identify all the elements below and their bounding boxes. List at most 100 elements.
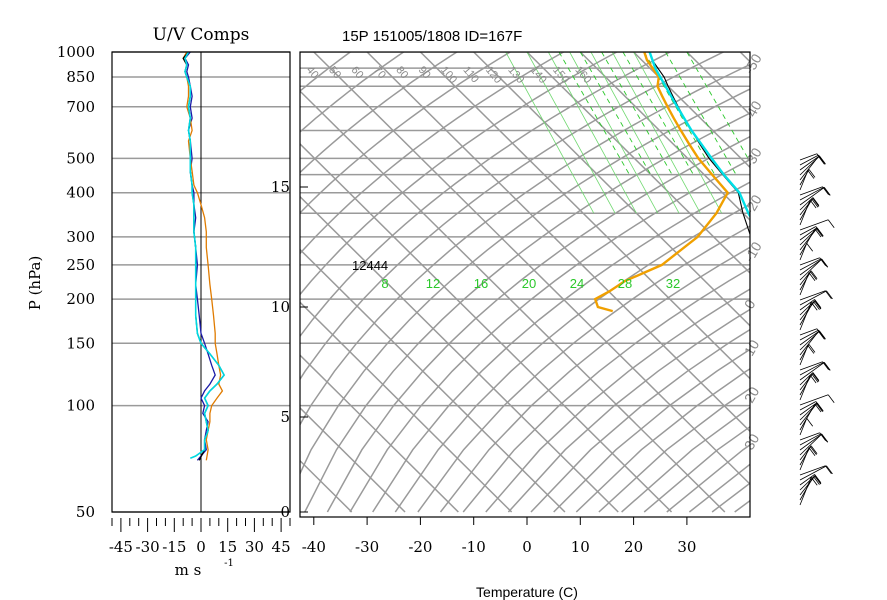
y-axis-label: P (hPa) [26,256,44,311]
uv-y-tick-label: 200 [66,290,95,308]
dry-adiabat [300,52,352,92]
mixing-ratio-line [590,52,680,214]
height-tick-label: 15 [271,178,290,196]
isotherm [526,52,750,274]
skewt-title: 15P 151005/1808 ID=167F [342,28,522,45]
wind-barb-flag [813,476,820,485]
wind-barb [799,228,817,251]
wind-barb-flag [812,373,820,382]
skewt-x-tick-label: -30 [355,538,379,556]
uv-y-tick-labels: 50 100 150 200 250 300 400 500 700 850 1000 [57,43,95,521]
isotherm [313,52,750,486]
wind-barb [799,477,812,506]
isotherm [473,52,750,327]
wind-barb [799,418,808,436]
dry-adiabat [300,52,405,133]
wind-barb [799,372,814,386]
mixing-ratio-label: 24 [570,276,584,291]
wind-barb [799,345,809,366]
mixing-ratio-labels: 8 12 16 20 24 28 32 [381,276,680,291]
wind-barb [799,374,811,401]
dry-adiabat [326,135,750,513]
level-height-label: 12444 [352,258,388,273]
wind-barb-flag [821,258,828,268]
wind-barb [799,361,823,371]
wind-barb [799,433,822,446]
theta-label: 60 [349,64,366,81]
dry-adiabat [757,45,887,513]
dry-adiabat [300,52,726,381]
wind-barb-flag [818,331,825,340]
uv-series-line [184,51,226,459]
isotherm [419,52,750,380]
x-axis-label: Temperature (C) [476,584,578,600]
wind-barb-flag [816,228,824,237]
wind-barb [799,446,811,466]
wind-barb [799,447,810,471]
wind-barb [799,329,819,341]
wind-barb-flag [813,301,820,310]
theta-label: 110 [461,64,481,85]
wind-barb-flag [814,475,822,484]
uv-x-ticks [111,518,291,532]
skewt-plot-frame [299,51,751,518]
wind-barb [799,361,824,376]
dry-adiabat [300,52,512,214]
wind-barb [799,257,820,266]
uv-y-tick-label: 400 [66,184,95,202]
height-axis: 0 5 10 15 [271,178,308,521]
wind-barb [799,271,811,291]
wind-barb-flag [814,475,822,485]
dry-adiabat [780,45,887,513]
wind-barb [799,290,827,306]
isotherm [300,354,459,513]
wind-barb [799,328,818,336]
uv-y-tick-label: 700 [66,98,95,116]
uv-y-tick-label: 850 [66,68,95,86]
isotherm-label: 20 [741,384,763,406]
wind-barb [799,465,827,481]
wind-barb-flag [809,374,817,384]
skewt-x-tick-label: -10 [462,538,486,556]
isotherm [366,52,750,433]
wind-barb-flag [814,228,822,238]
uv-x-axis-label: m s [175,561,202,579]
wind-barb-flag [823,362,831,371]
wind-barb-flag [806,243,814,252]
wind-barb-flag [808,272,816,281]
wind-barb-flag [812,372,820,381]
uv-x-axis-label-exponent: -1 [224,558,234,569]
dry-adiabat [417,225,750,513]
dry-adiabat [300,52,619,296]
wind-barb-flag [807,170,815,179]
uv-y-tick-label: 100 [66,397,95,415]
dry-adiabat [304,112,750,513]
uv-x-tick-label: 30 [245,538,264,556]
wind-barb-flag [816,403,824,412]
uv-y-tick-label: 1000 [57,43,95,61]
wind-barb [799,331,819,356]
wind-barbs [799,153,835,506]
wind-barb [799,474,815,486]
dry-adiabat [300,63,750,427]
wind-barb [799,170,809,191]
dry-adiabat [485,288,750,513]
wind-barb-flag [810,270,818,280]
dry-adiabat [300,88,750,476]
dry-adiabat [688,463,750,513]
wind-barb-flag [814,300,822,310]
wind-barb [799,258,822,281]
wind-barb-flag [823,187,831,196]
wind-barb [799,330,820,346]
wind-barb [799,219,829,231]
dry-adiabat [300,52,566,255]
moist-adiabat-line [622,52,694,175]
wind-barb [799,197,814,211]
wind-barb-flag [811,198,819,208]
wind-barb-flag [818,156,825,165]
isotherm [579,52,750,222]
skewt-x-tick-label: -40 [302,538,326,556]
isotherm [300,142,673,513]
dry-adiabat [530,328,750,513]
